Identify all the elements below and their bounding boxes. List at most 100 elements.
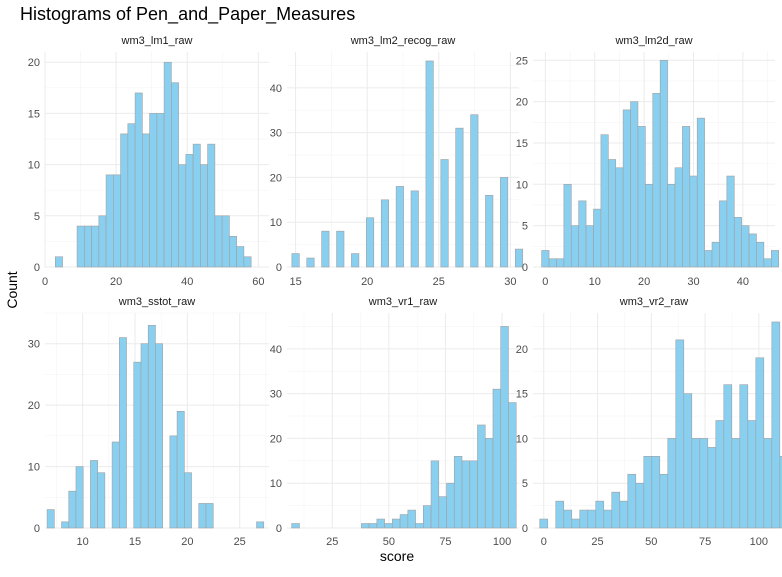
- histogram-bar: [46, 509, 55, 529]
- histogram-bar: [351, 253, 360, 268]
- histogram-bar: [198, 503, 207, 529]
- histogram-bar: [149, 113, 158, 268]
- histogram-bar: [178, 164, 187, 268]
- histogram-bar: [682, 126, 691, 268]
- histogram-bar: [127, 123, 136, 268]
- histogram-bar: [291, 523, 300, 529]
- histogram-bar: [630, 101, 639, 268]
- x-tick-label: 75: [439, 536, 451, 548]
- y-tick-label: 20: [516, 344, 528, 356]
- histogram-bar: [61, 521, 70, 529]
- histogram-bar: [704, 250, 713, 268]
- histogram-bar: [570, 225, 579, 268]
- x-tick-label: 40: [181, 276, 193, 288]
- x-tick-label: 15: [129, 536, 141, 548]
- histogram-bar: [205, 503, 214, 529]
- x-tick-label: 20: [181, 536, 193, 548]
- y-tick-label: 0: [522, 523, 528, 535]
- y-tick-label: 10: [270, 217, 282, 229]
- y-tick-label: 10: [516, 433, 528, 445]
- histogram-bar: [469, 460, 478, 529]
- histogram-bar: [771, 321, 781, 529]
- y-tick-label: 10: [28, 160, 40, 172]
- y-tick-label: 30: [270, 128, 282, 140]
- x-tick-label: 50: [645, 536, 657, 548]
- histogram-bar: [200, 164, 208, 268]
- x-tick-label: 25: [234, 536, 246, 548]
- histogram-bar: [90, 460, 98, 529]
- histogram-bar: [163, 61, 172, 268]
- histogram-bar: [171, 82, 179, 268]
- histogram-bar: [508, 402, 517, 529]
- histogram-bar: [306, 257, 315, 268]
- panel-wm3_lm1_raw: wm3_lm1_raw 0 20 40 60 0 5 10 15 20: [28, 35, 269, 288]
- histogram-bar: [733, 217, 742, 268]
- histogram-bar: [140, 343, 149, 529]
- panel-strip-label: wm3_vr1_raw: [368, 296, 438, 308]
- y-tick-label: 0: [34, 523, 40, 535]
- histogram-bar: [683, 393, 693, 529]
- histogram-bar: [291, 253, 300, 268]
- histogram-bar: [438, 496, 447, 529]
- histogram-bar: [422, 505, 432, 529]
- histogram-bar: [619, 500, 629, 529]
- histogram-bar: [207, 143, 216, 268]
- panel-wm3_vr1_raw: wm3_vr1_raw 25 50 75 100 0 10 20 30 40: [270, 296, 519, 548]
- histogram-bar: [176, 410, 185, 529]
- histogram-bar: [593, 208, 602, 268]
- x-tick-label: 0: [541, 536, 547, 548]
- histogram-bar: [155, 343, 163, 529]
- histogram-bar: [98, 215, 107, 268]
- x-tick-label: 15: [289, 276, 301, 288]
- x-tick-label: 20: [361, 276, 373, 288]
- panel-strip-label: wm3_lm2_recog_raw: [350, 35, 456, 47]
- y-tick-label: 40: [270, 344, 282, 356]
- histogram-bar: [500, 326, 509, 529]
- histogram-bar: [120, 133, 129, 268]
- histogram-bar: [399, 514, 409, 529]
- y-axis-title: Count: [4, 271, 20, 308]
- histogram-bar: [674, 167, 683, 268]
- y-tick-label: 30: [270, 389, 282, 401]
- histogram-bar: [184, 472, 192, 529]
- x-tick-label: 0: [542, 276, 548, 288]
- y-tick-label: 0: [522, 262, 528, 274]
- histogram-bar: [425, 60, 434, 268]
- histogram-bar: [689, 175, 698, 268]
- histogram-bar: [667, 184, 676, 268]
- x-tick-label: 75: [699, 536, 711, 548]
- y-tick-label: 0: [34, 262, 40, 274]
- y-tick-label: 20: [28, 57, 40, 69]
- x-tick-label: 100: [493, 536, 511, 548]
- histogram-bar: [741, 225, 750, 268]
- panel-wm3_vr2_raw: wm3_vr2_raw 0 25 50 75 100 0 5 10 15 20: [516, 296, 782, 548]
- y-tick-label: 40: [270, 83, 282, 95]
- y-tick-label: 10: [270, 478, 282, 490]
- histogram-bar: [711, 241, 720, 268]
- histogram-bar: [770, 250, 780, 268]
- histogram-bar: [147, 324, 156, 529]
- histogram-bar: [539, 518, 549, 529]
- histogram-bar: [55, 256, 63, 268]
- histogram-bar: [410, 190, 419, 268]
- histogram-bar: [380, 199, 389, 268]
- histogram-bar: [608, 159, 617, 268]
- histogram-bar: [645, 184, 654, 268]
- histogram-bar: [461, 460, 471, 529]
- histogram-bar: [366, 217, 375, 268]
- histogram-bar: [440, 159, 449, 268]
- histogram-bar: [395, 186, 404, 268]
- histogram-bar: [731, 438, 741, 529]
- y-tick-label: 20: [270, 172, 282, 184]
- histogram-bar: [84, 225, 92, 268]
- histogram-bar: [514, 248, 524, 268]
- histogram-bar: [615, 167, 624, 268]
- histogram-bar: [97, 472, 106, 529]
- x-tick-label: 25: [433, 276, 445, 288]
- x-tick-label: 30: [687, 276, 699, 288]
- x-tick-label: 60: [252, 276, 264, 288]
- y-tick-label: 15: [516, 138, 528, 150]
- histogram-bar: [376, 518, 385, 529]
- panel-strip-label: wm3_lm2d_raw: [614, 35, 692, 47]
- histogram-bar: [68, 490, 77, 529]
